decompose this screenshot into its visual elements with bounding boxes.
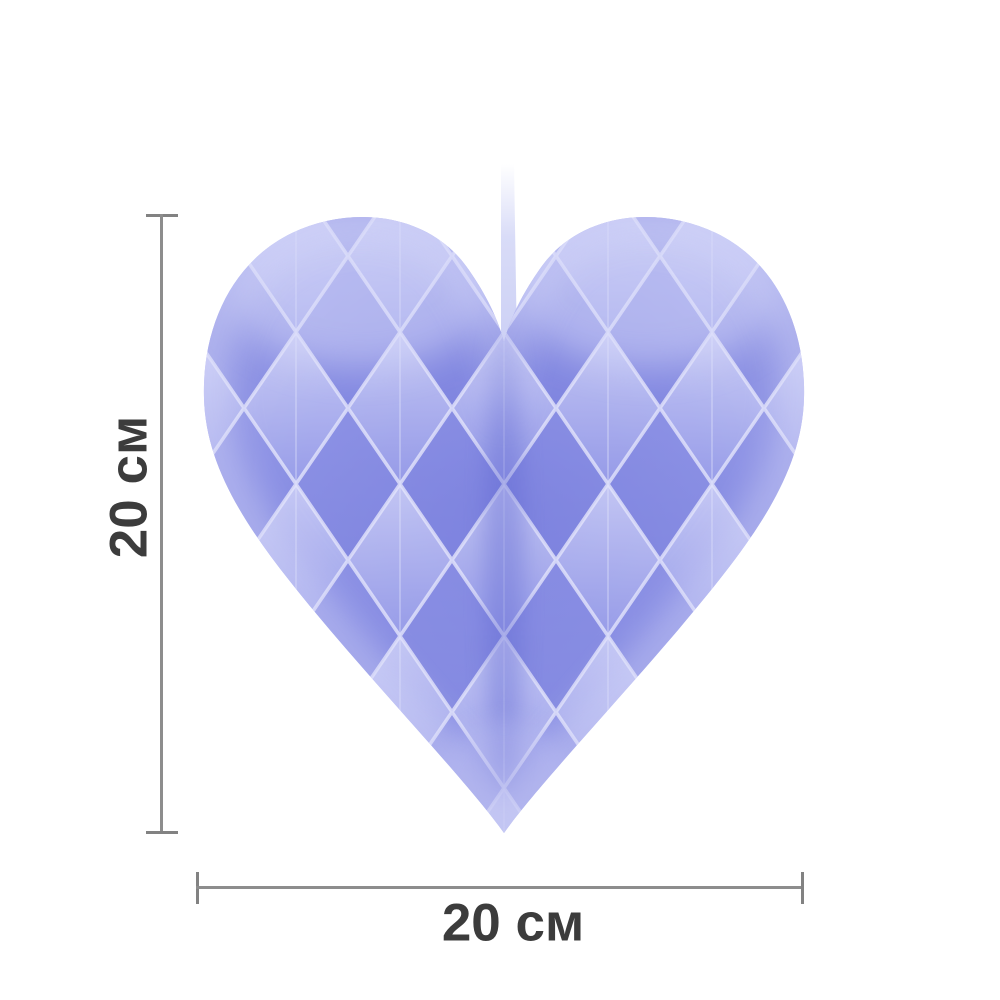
dimension-cap-bottom xyxy=(146,831,178,834)
hanging-strip xyxy=(501,164,517,348)
height-dimension xyxy=(146,214,178,834)
width-dimension-label: 20 см xyxy=(441,893,585,953)
height-dimension-line xyxy=(160,214,163,834)
dimension-cap-right xyxy=(801,872,804,904)
width-dimension xyxy=(196,872,804,904)
height-dimension-label: 20 см xyxy=(99,415,159,559)
width-dimension-line xyxy=(196,886,804,889)
